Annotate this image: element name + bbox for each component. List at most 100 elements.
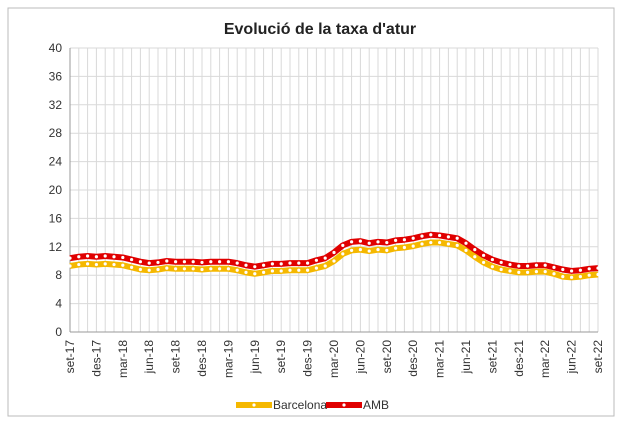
x-tick-label: mar-22 [538, 340, 552, 378]
point-marker [438, 240, 442, 245]
point-marker [350, 248, 354, 252]
y-tick-label: 16 [49, 211, 63, 225]
point-marker [499, 260, 503, 265]
point-marker [420, 242, 424, 246]
point-marker [209, 260, 213, 264]
point-marker [587, 267, 591, 271]
point-marker [332, 250, 336, 255]
point-marker [394, 238, 398, 243]
point-marker [517, 264, 521, 268]
point-marker [130, 257, 134, 262]
point-marker [121, 263, 125, 267]
point-marker [262, 270, 266, 274]
point-marker [297, 268, 301, 272]
point-marker [464, 241, 468, 245]
point-marker [358, 239, 362, 243]
point-marker [182, 267, 186, 271]
point-marker [235, 268, 239, 272]
point-marker [94, 262, 98, 267]
point-marker [174, 267, 178, 271]
point-marker [429, 233, 433, 237]
point-marker [68, 264, 72, 268]
point-marker [306, 268, 310, 272]
point-marker [165, 266, 169, 270]
x-tick-label: des-17 [89, 340, 103, 377]
point-marker [446, 235, 450, 239]
point-marker [226, 267, 230, 271]
point-marker [543, 263, 547, 267]
point-marker [297, 261, 301, 265]
point-marker [376, 240, 380, 244]
point-marker [288, 268, 292, 272]
x-tick-label: jun-21 [459, 340, 473, 375]
point-marker [200, 267, 204, 272]
point-marker [165, 259, 169, 263]
point-marker [429, 240, 433, 245]
point-marker [543, 270, 547, 274]
point-marker [138, 260, 142, 264]
x-tick-label: mar-20 [327, 340, 341, 378]
point-marker [314, 266, 318, 270]
point-marker [103, 254, 107, 258]
point-marker [455, 236, 459, 240]
y-tick-label: 24 [49, 155, 63, 169]
x-tick-label: mar-19 [221, 340, 235, 378]
point-marker [508, 262, 512, 267]
point-marker [385, 240, 389, 245]
point-marker [438, 233, 442, 238]
point-marker [578, 268, 583, 272]
x-tick-label: set-20 [380, 340, 394, 374]
point-marker [446, 242, 450, 246]
point-marker [578, 275, 583, 279]
x-tick-label: mar-21 [433, 340, 447, 378]
y-tick-label: 40 [49, 41, 63, 55]
x-tick-label: jun-18 [142, 340, 156, 375]
point-marker [121, 255, 125, 260]
point-marker [86, 262, 90, 266]
point-marker [174, 260, 178, 264]
point-marker [288, 261, 292, 265]
point-marker [526, 264, 530, 268]
point-marker [473, 248, 477, 252]
point-marker [490, 265, 494, 269]
point-marker [112, 262, 116, 267]
point-marker [367, 249, 371, 253]
x-tick-label: des-19 [301, 340, 315, 377]
point-marker [517, 270, 521, 274]
point-marker [244, 270, 248, 274]
point-marker [596, 266, 600, 270]
point-marker [499, 267, 503, 272]
point-marker [534, 263, 539, 267]
point-marker [200, 260, 204, 265]
x-tick-label: set-21 [485, 340, 499, 374]
chart-title: Evolució de la taxa d'atur [224, 21, 416, 38]
x-tick-label: jun-22 [565, 340, 579, 375]
legend-label: AMB [363, 398, 389, 412]
point-marker [147, 261, 151, 265]
point-marker [350, 240, 354, 244]
point-marker [341, 252, 345, 256]
point-marker [464, 248, 468, 252]
point-marker [86, 254, 90, 258]
point-marker [402, 245, 406, 250]
point-marker [235, 261, 239, 265]
x-tick-label: des-18 [195, 340, 209, 377]
point-marker [455, 243, 459, 247]
y-tick-label: 0 [55, 325, 62, 339]
point-marker [77, 262, 81, 267]
point-marker [209, 267, 213, 271]
point-marker [490, 257, 494, 262]
y-tick-label: 36 [49, 69, 63, 83]
point-marker [376, 248, 380, 252]
point-marker [323, 256, 327, 260]
point-marker [526, 270, 530, 274]
point-marker [191, 260, 195, 264]
x-tick-label: jun-19 [248, 340, 262, 375]
x-tick-label: des-20 [406, 340, 420, 377]
point-marker [270, 262, 274, 266]
point-marker [156, 260, 160, 265]
x-tick-label: mar-18 [116, 340, 130, 378]
point-marker [482, 260, 486, 265]
point-marker [570, 275, 574, 279]
